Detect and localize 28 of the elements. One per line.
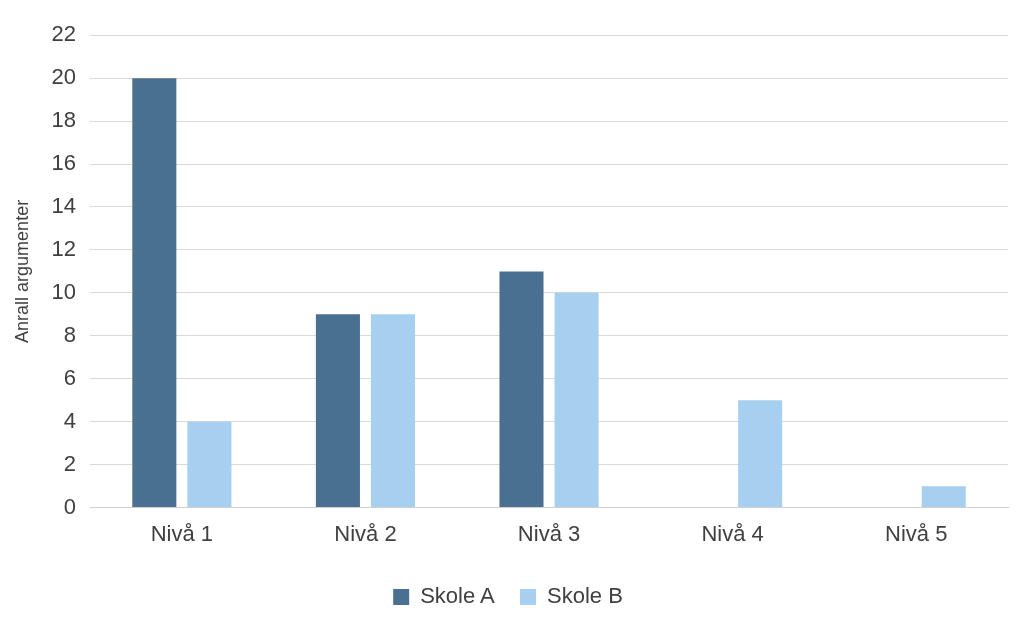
bar: [370, 314, 416, 508]
legend-label: Skole B: [547, 583, 623, 609]
y-axis-title: Anrall argumenter: [11, 199, 32, 343]
x-tick-label: Nivå 5: [885, 520, 948, 546]
y-tick-label: 14: [51, 193, 77, 219]
y-tick-label: 10: [51, 278, 77, 304]
y-tick-label: 12: [51, 235, 77, 261]
y-tick-label: 6: [63, 364, 77, 390]
y-tick-label: 8: [63, 321, 77, 347]
bar: [132, 78, 177, 508]
y-tick-label: 4: [63, 407, 77, 433]
legend-label: Skole A: [420, 583, 496, 609]
bar: [499, 271, 544, 508]
x-tick-label: Nivå 4: [701, 520, 764, 546]
x-tick-label: Nivå 3: [517, 520, 581, 546]
y-tick-label: 18: [51, 107, 77, 133]
bar: [738, 400, 783, 508]
y-tick-label: 0: [63, 493, 77, 519]
bar: [921, 486, 966, 508]
bar: [187, 421, 232, 508]
x-tick-label: Nivå 1: [150, 520, 214, 546]
y-tick-label: 20: [51, 64, 77, 90]
bar: [315, 314, 360, 508]
y-tick-label: 16: [51, 150, 77, 176]
x-tick-label: Nivå 2: [334, 520, 397, 546]
y-tick-label: 2: [63, 450, 77, 476]
bar: [554, 292, 599, 508]
y-tick-label: 22: [51, 21, 77, 47]
